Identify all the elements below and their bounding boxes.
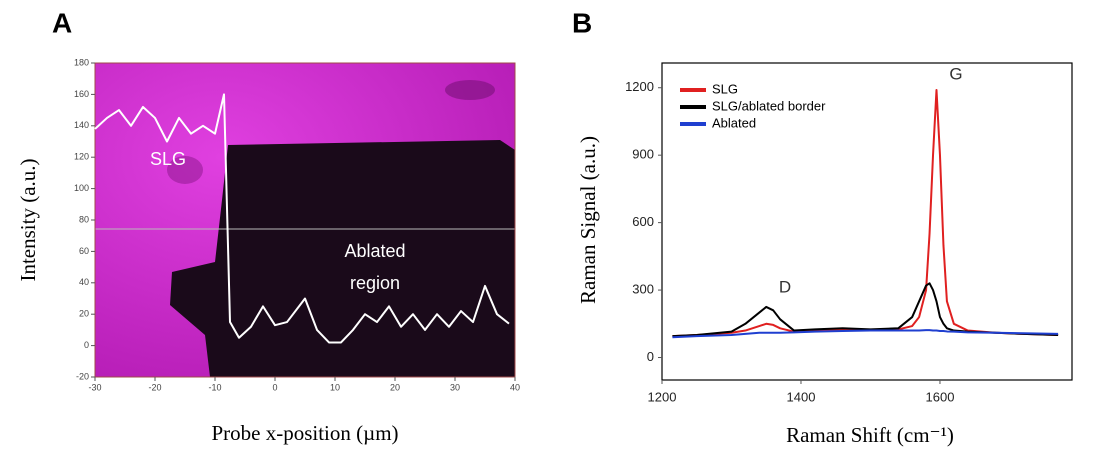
data-line (94, 93, 510, 344)
legend-label: Ablated (712, 115, 756, 130)
spot (167, 156, 203, 184)
annotation: SLG (150, 149, 186, 169)
y-tick-label: 80 (79, 214, 89, 224)
x-axis-label: Raman Shift (cm⁻¹) (786, 423, 954, 447)
y-tick-label: 140 (74, 120, 89, 130)
y-tick-label: 0 (647, 349, 654, 364)
x-tick-label: 1400 (787, 389, 816, 404)
data-line (672, 88, 1059, 338)
y-tick-label: 40 (79, 277, 89, 287)
x-tick-label: 1200 (648, 389, 677, 404)
annotation: G (949, 64, 962, 83)
y-tick-label: 1200 (625, 79, 654, 94)
y-tick-label: 120 (74, 152, 89, 162)
data-line (672, 329, 1059, 339)
sample-image (94, 62, 516, 378)
annotation: D (779, 277, 791, 296)
y-tick-label: 300 (632, 282, 654, 297)
x-tick-label: 0 (272, 382, 277, 392)
spot (445, 80, 495, 100)
y-axis-label: Raman Signal (a.u.) (576, 136, 600, 304)
x-tick-label: 10 (330, 382, 340, 392)
y-tick-label: 180 (74, 57, 89, 67)
x-tick-label: 20 (390, 382, 400, 392)
y-tick-label: 0 (84, 340, 89, 350)
panel-label: B (572, 7, 592, 38)
y-tick-label: 100 (74, 183, 89, 193)
x-tick-label: 40 (510, 382, 520, 392)
panel-label: A (52, 7, 72, 38)
y-tick-label: 160 (74, 89, 89, 99)
frame (661, 62, 1073, 381)
x-tick-label: -10 (208, 382, 221, 392)
legend-label: SLG (712, 81, 738, 96)
legend-label: SLG/ablated border (712, 98, 826, 113)
annotation: Ablated (344, 241, 405, 261)
y-tick-label: 20 (79, 309, 89, 319)
data-line (672, 282, 1059, 338)
x-tick-label: 30 (450, 382, 460, 392)
y-tick-label: 600 (632, 214, 654, 229)
y-tick-label: 60 (79, 246, 89, 256)
x-tick-label: -20 (148, 382, 161, 392)
y-axis-label: Intensity (a.u.) (16, 158, 40, 281)
annotation: region (350, 273, 400, 293)
y-tick-label: -20 (76, 371, 89, 381)
x-axis-label: Probe x-position (µm) (211, 421, 398, 445)
x-tick-label: -30 (88, 382, 101, 392)
y-tick-label: 900 (632, 147, 654, 162)
x-tick-label: 1600 (926, 389, 955, 404)
